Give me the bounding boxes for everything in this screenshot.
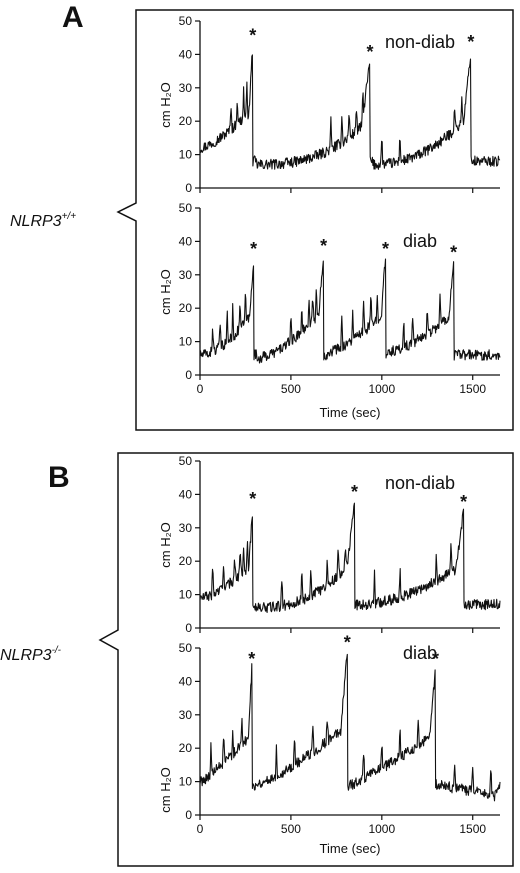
peak-marker: * [250,239,257,259]
panel-label-b: B [48,461,70,494]
x-tick-label: 1500 [459,822,486,836]
y-tick-label: 40 [179,487,193,501]
y-tick-label: 0 [185,368,192,382]
y-tick-label: 30 [179,268,193,282]
y-tick-label: 0 [185,808,192,822]
panel-a-bracket [116,9,514,431]
peak-marker: * [248,649,255,669]
y-tick-label: 10 [179,335,193,349]
x-axis-label-a: Time (sec) [320,405,381,420]
y-tick-label: 30 [179,708,193,722]
x-tick-label: 500 [281,382,301,396]
y-tick-label: 40 [179,47,193,61]
y-tick-label: 0 [185,621,192,635]
series-line [199,502,501,614]
condition-label: diab [403,643,437,663]
peak-marker: * [432,649,439,669]
genotype-label-b: NLRP3-/- [0,645,62,664]
genotype-label-a: NLRP3+/+ [10,211,76,230]
x-tick-label: 0 [197,382,204,396]
y-axis-label: cm H₂O [158,767,173,813]
x-axis-label-b: Time (sec) [320,841,381,856]
peak-marker: * [460,492,467,512]
peak-marker: * [249,25,256,45]
x-tick-label: 500 [281,822,301,836]
y-tick-label: 20 [179,301,193,315]
y-tick-label: 50 [179,454,193,468]
y-tick-label: 30 [179,521,193,535]
peak-marker: * [320,236,327,256]
peak-marker: * [382,239,389,259]
y-tick-label: 20 [179,114,193,128]
panel-label-a: A [62,1,84,34]
y-tick-label: 30 [179,81,193,95]
x-tick-label: 1500 [459,382,486,396]
y-tick-label: 10 [179,775,193,789]
y-axis-label: cm H₂O [158,522,173,568]
y-tick-label: 20 [179,741,193,755]
series-line [199,258,501,364]
y-axis-label: cm H₂O [158,269,173,315]
series-line [199,54,501,170]
x-tick-label: 1000 [368,382,395,396]
peak-marker: * [344,632,351,652]
y-axis-label: cm H₂O [158,82,173,128]
y-tick-label: 50 [179,14,193,28]
peak-marker: * [366,42,373,62]
peak-marker: * [249,489,256,509]
y-tick-label: 40 [179,674,193,688]
y-tick-label: 10 [179,148,193,162]
y-tick-label: 0 [185,181,192,195]
y-tick-label: 20 [179,554,193,568]
peak-marker: * [351,482,358,502]
y-tick-label: 50 [179,641,193,655]
x-tick-label: 1000 [368,822,395,836]
panel-b-bracket [98,452,514,867]
y-tick-label: 10 [179,588,193,602]
peak-marker: * [467,32,474,52]
series-line [199,653,501,802]
condition-label: non-diab [385,32,455,52]
condition-label: diab [403,231,437,251]
y-tick-label: 40 [179,234,193,248]
chart-a-non-diab: 0 10 20 30 40 50 cm H₂O non-diab * * * [158,14,501,195]
peak-marker: * [450,242,457,262]
condition-label: non-diab [385,473,455,493]
y-tick-label: 50 [179,201,193,215]
x-tick-label: 0 [197,822,204,836]
